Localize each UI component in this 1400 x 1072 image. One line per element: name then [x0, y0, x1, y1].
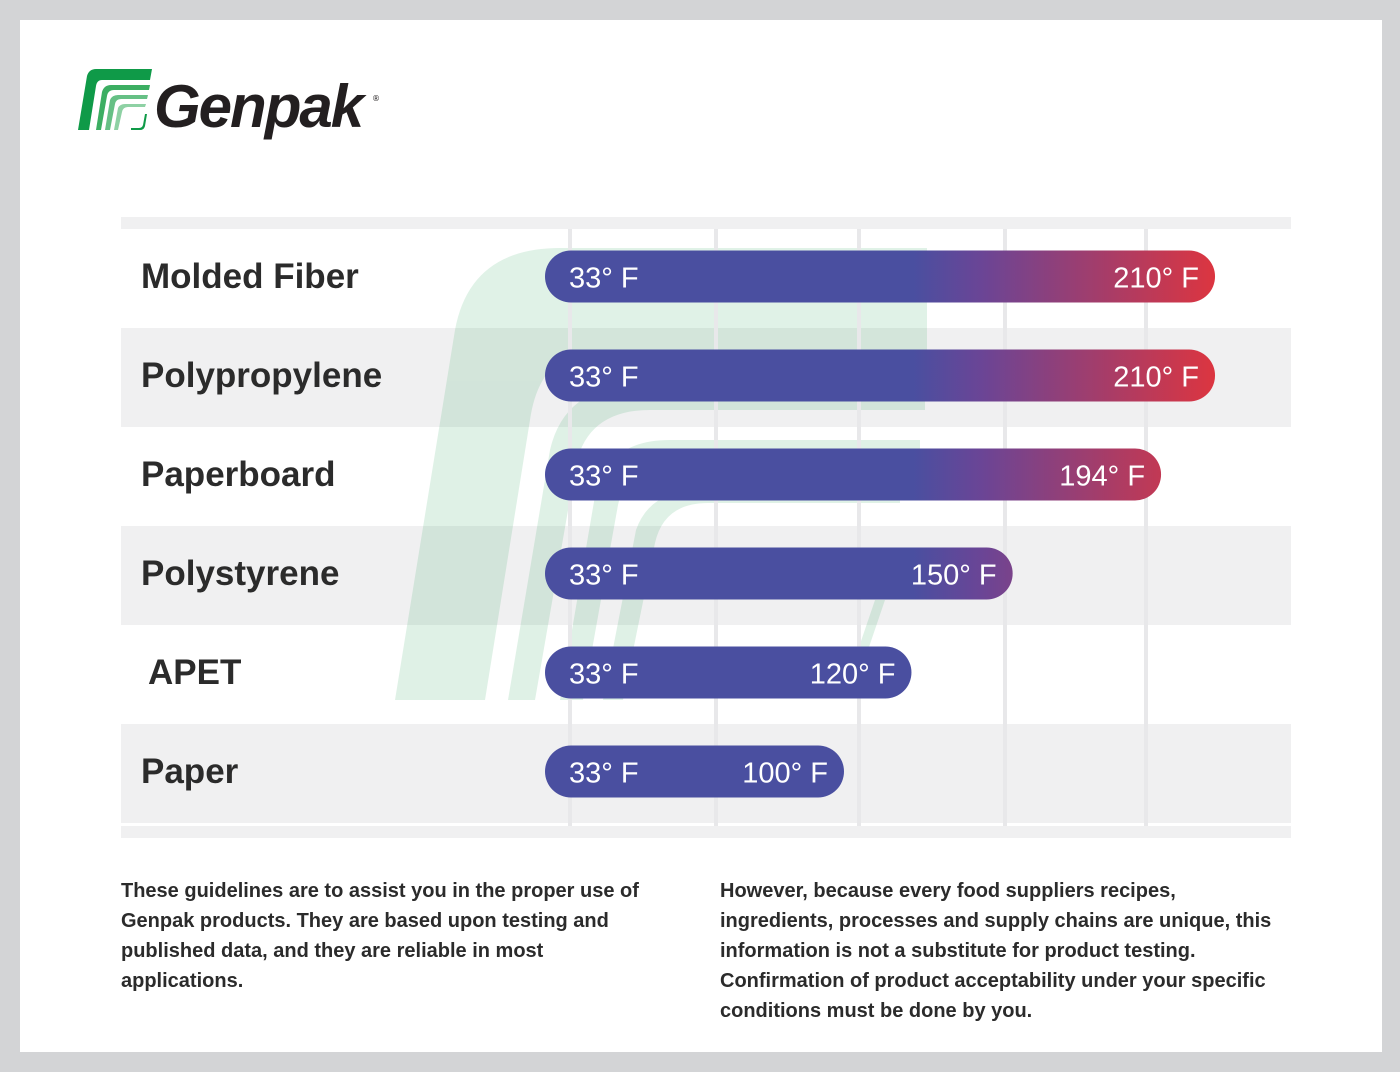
category-label: Paper — [141, 751, 239, 791]
min-label: 33° F — [569, 362, 639, 394]
max-label: 150° F — [911, 560, 997, 592]
range-bar — [545, 745, 844, 798]
registered-mark: ® — [372, 94, 380, 103]
min-label: 33° F — [569, 659, 639, 691]
category-label: APET — [148, 652, 242, 692]
min-label: 33° F — [569, 263, 639, 295]
range-bar — [545, 646, 912, 699]
watermark-logo-icon — [395, 248, 927, 700]
max-label: 210° F — [1113, 263, 1199, 295]
note-right: However, because every food suppliers re… — [720, 880, 1272, 1022]
note-left: These guidelines are to assist you in th… — [121, 880, 639, 992]
range-bar — [545, 250, 1216, 303]
logo-wordmark: Genpak — [154, 73, 364, 140]
min-label: 33° F — [569, 758, 639, 790]
category-label: Molded Fiber — [141, 256, 359, 296]
bottom-strip — [121, 826, 1291, 838]
category-label: Polypropylene — [141, 355, 383, 395]
max-label: 194° F — [1059, 461, 1145, 493]
range-bar — [545, 349, 1216, 402]
min-label: 33° F — [569, 461, 639, 493]
genpak-logo: Genpak ® — [78, 68, 388, 148]
max-label: 100° F — [742, 758, 828, 790]
min-label: 33° F — [569, 560, 639, 592]
category-label: Polystyrene — [141, 553, 340, 593]
max-label: 210° F — [1113, 362, 1199, 394]
max-label: 120° F — [810, 659, 896, 691]
category-label: Paperboard — [141, 454, 336, 494]
genpak-mark-icon — [78, 69, 152, 130]
range-bar — [545, 547, 1013, 600]
range-bar — [545, 448, 1162, 501]
top-strip — [121, 217, 1291, 229]
